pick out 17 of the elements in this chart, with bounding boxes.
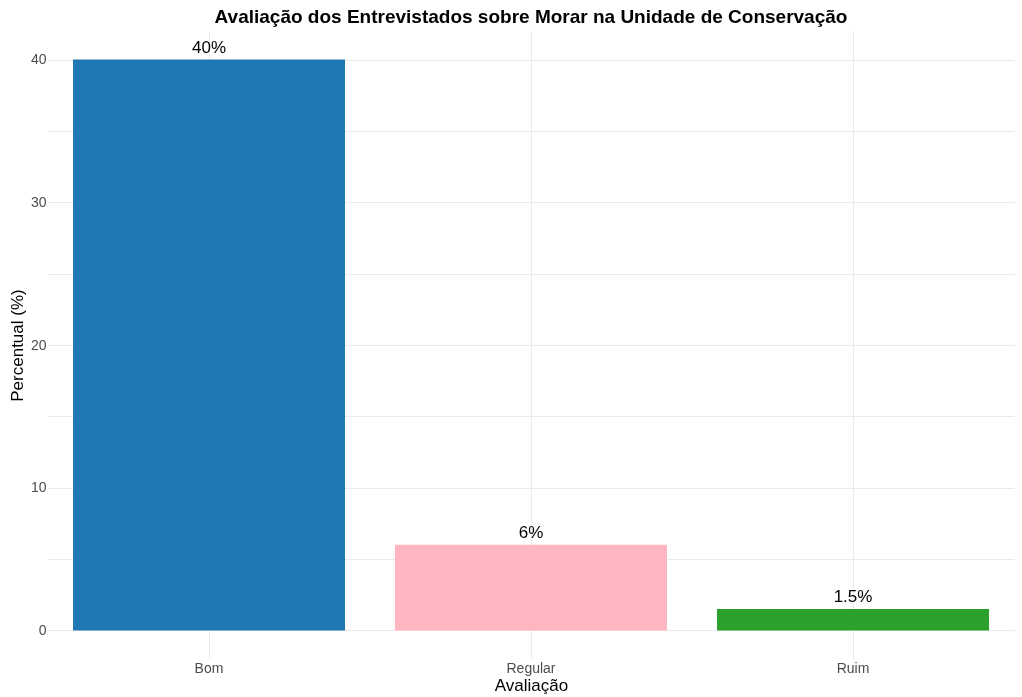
data-label: 1.5% [833,587,873,607]
x-axis-title: Avaliação [494,675,569,695]
x-tick-label: Bom [194,659,224,676]
y-tick-label: 0 [38,621,47,638]
y-tick-label: 20 [30,336,47,353]
chart-title: Avaliação dos Entrevistados sobre Morar na Unidade de Conservação [214,6,848,27]
x-tick-label: Ruim [836,659,870,676]
y-tick-label: 40 [30,51,47,68]
y-tick-label: 10 [30,479,47,496]
y-axis-title: Percentual (%) [7,289,27,402]
data-label: 40% [191,37,227,57]
x-tick-label: Regular [506,659,556,676]
bar [73,59,345,631]
bar [395,544,667,631]
y-tick-label: 30 [30,193,47,210]
data-label: 6% [518,522,544,542]
bar [717,609,989,631]
